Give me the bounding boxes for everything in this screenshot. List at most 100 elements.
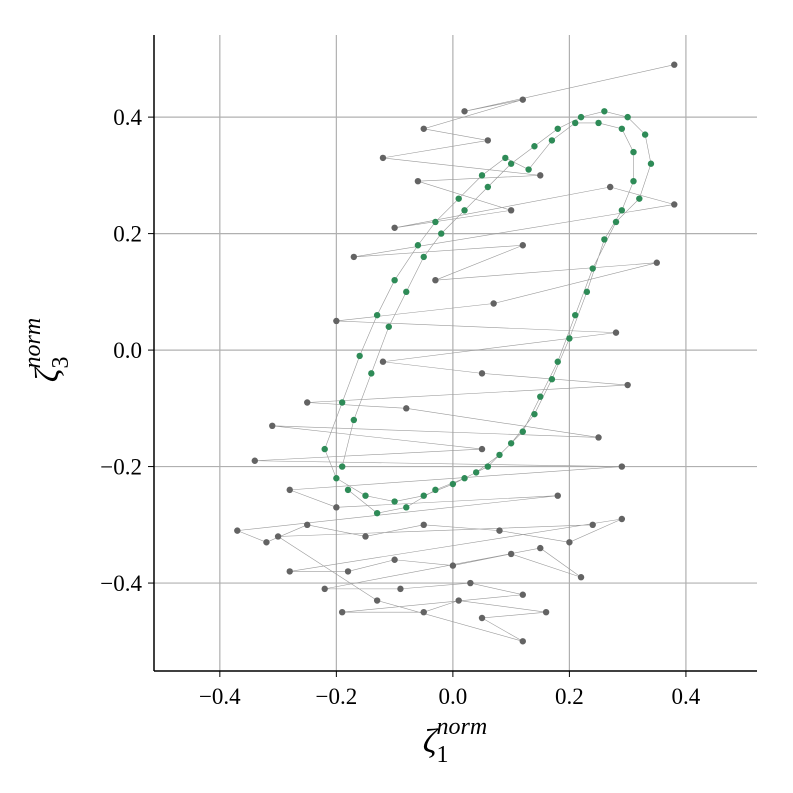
point bbox=[484, 183, 492, 191]
point bbox=[502, 154, 509, 162]
point bbox=[525, 166, 532, 173]
point bbox=[467, 579, 474, 587]
x-label-base: ζ bbox=[423, 723, 439, 760]
point bbox=[461, 207, 468, 214]
x-label-sub: 1 bbox=[437, 742, 449, 768]
point bbox=[333, 475, 340, 482]
point bbox=[537, 544, 544, 552]
point bbox=[507, 207, 515, 214]
point bbox=[449, 480, 457, 488]
point bbox=[478, 370, 486, 377]
point bbox=[414, 242, 422, 249]
point bbox=[490, 300, 497, 307]
point bbox=[455, 195, 462, 202]
point bbox=[403, 405, 410, 412]
point bbox=[338, 399, 346, 406]
point bbox=[472, 469, 480, 476]
point bbox=[461, 475, 468, 482]
x-tick-label: −0.2 bbox=[315, 684, 357, 709]
point bbox=[531, 410, 538, 418]
point bbox=[595, 434, 602, 441]
point bbox=[420, 125, 427, 132]
point bbox=[653, 259, 660, 266]
point bbox=[566, 335, 573, 342]
point bbox=[304, 521, 311, 529]
point bbox=[274, 533, 282, 540]
point bbox=[554, 358, 561, 365]
point bbox=[391, 276, 398, 284]
point bbox=[373, 311, 381, 319]
x-tick-label: 0.4 bbox=[672, 684, 701, 709]
point bbox=[671, 61, 678, 68]
x-tick-label: −0.4 bbox=[199, 684, 241, 709]
point bbox=[496, 527, 503, 534]
point bbox=[572, 311, 579, 319]
point bbox=[321, 585, 328, 593]
point bbox=[350, 253, 358, 261]
point bbox=[449, 562, 457, 569]
point bbox=[391, 498, 398, 505]
point bbox=[618, 515, 626, 523]
point bbox=[647, 160, 655, 167]
point bbox=[531, 143, 538, 150]
point bbox=[478, 614, 486, 622]
point bbox=[519, 428, 526, 435]
point bbox=[362, 492, 369, 499]
point bbox=[432, 218, 439, 226]
point bbox=[356, 352, 363, 360]
point bbox=[484, 463, 492, 470]
point bbox=[548, 137, 556, 144]
point bbox=[618, 125, 626, 132]
x-label-sup: norm bbox=[437, 714, 488, 740]
point bbox=[589, 265, 596, 272]
point bbox=[432, 276, 439, 284]
point bbox=[589, 521, 596, 529]
point bbox=[420, 492, 427, 499]
y-tick-label: 0.2 bbox=[113, 222, 142, 247]
point bbox=[572, 119, 579, 127]
y-label-base: ζ bbox=[29, 366, 66, 382]
point bbox=[595, 119, 602, 127]
y-tick-label: −0.2 bbox=[100, 455, 142, 480]
point bbox=[403, 504, 410, 511]
point bbox=[373, 597, 381, 604]
y-tick-label: 0.0 bbox=[113, 338, 142, 363]
y-label-sup: norm bbox=[20, 318, 46, 369]
point bbox=[321, 445, 328, 453]
point bbox=[507, 440, 515, 447]
point bbox=[484, 137, 492, 144]
point bbox=[519, 591, 526, 598]
point bbox=[606, 183, 614, 191]
x-tick-label: 0.2 bbox=[555, 684, 584, 709]
point bbox=[519, 242, 526, 249]
point bbox=[671, 201, 678, 208]
point bbox=[432, 486, 439, 494]
point bbox=[583, 288, 591, 296]
point bbox=[385, 323, 392, 330]
point bbox=[641, 131, 649, 138]
point bbox=[333, 317, 340, 325]
point bbox=[507, 550, 515, 558]
point bbox=[554, 125, 561, 132]
point bbox=[519, 96, 526, 103]
point bbox=[548, 376, 556, 383]
point bbox=[397, 585, 404, 593]
point bbox=[618, 463, 626, 470]
point bbox=[601, 108, 608, 115]
point bbox=[478, 445, 486, 453]
point bbox=[519, 638, 526, 645]
point bbox=[438, 230, 445, 237]
y-label-sub: 3 bbox=[48, 356, 74, 368]
point bbox=[251, 457, 258, 464]
point bbox=[420, 253, 427, 261]
point bbox=[403, 288, 410, 296]
trajectory-line bbox=[237, 64, 675, 642]
point bbox=[618, 207, 626, 214]
point bbox=[362, 533, 369, 540]
x-tick-label: 0.0 bbox=[439, 684, 468, 709]
point bbox=[537, 172, 544, 179]
point bbox=[333, 504, 340, 511]
point bbox=[630, 148, 637, 156]
point bbox=[350, 416, 358, 424]
